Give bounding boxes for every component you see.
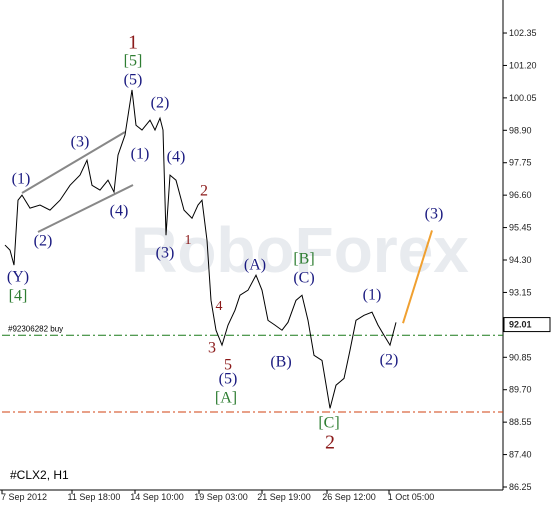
wave-label: (2) <box>151 95 170 112</box>
wave-label: 2 <box>325 432 335 454</box>
wave-label: (1) <box>363 287 382 304</box>
y-tick-label: 87.40 <box>509 450 532 460</box>
y-tick-label: 95.45 <box>509 223 532 233</box>
projection-line <box>402 230 433 324</box>
x-tick-label: 19 Sep 03:00 <box>194 492 248 502</box>
y-tick-label: 88.55 <box>509 417 532 427</box>
chart-title: #CLX2, H1 <box>10 468 69 482</box>
price-box-label: 92.01 <box>509 320 532 330</box>
watermark: RoboForex <box>131 214 469 286</box>
wave-label: [C] <box>318 415 339 432</box>
wave-label: 1 <box>128 32 138 54</box>
wave-label: 4 <box>216 299 223 314</box>
y-tick-label: 98.90 <box>509 125 532 135</box>
x-tick-label: 11 Sep 18:00 <box>68 492 121 502</box>
wave-label: (2) <box>34 233 53 250</box>
wave-label: (C) <box>293 270 314 287</box>
x-tick-label: 1 Oct 05:00 <box>388 492 435 502</box>
y-tick-label: 90.85 <box>509 352 532 362</box>
channel-line <box>21 131 126 194</box>
wave-label: (1) <box>12 171 31 188</box>
wave-label: [A] <box>215 390 237 407</box>
y-tick-label: 89.70 <box>509 385 532 395</box>
x-tick-label: 26 Sep 12:00 <box>322 492 376 502</box>
wave-label: (5) <box>219 371 238 388</box>
wave-label: (3) <box>156 245 175 262</box>
y-tick-label: 102.35 <box>509 28 537 38</box>
wave-label: (B) <box>270 354 291 371</box>
wave-label: 1 <box>185 233 192 248</box>
price-box <box>503 317 551 333</box>
y-tick-label: 94.30 <box>509 255 532 265</box>
wave-label: [B] <box>293 251 314 268</box>
wave-label: 5 <box>224 357 232 374</box>
wave-label: (2) <box>380 352 399 369</box>
y-tick-label: 101.20 <box>509 60 537 70</box>
wave-label: (3) <box>71 134 90 151</box>
wave-label: (4) <box>167 149 186 166</box>
wave-label: (Y) <box>7 269 29 286</box>
y-tick-label: 93.15 <box>509 287 532 297</box>
y-tick-label: 96.60 <box>509 190 532 200</box>
y-tick-label: 97.75 <box>509 158 532 168</box>
price-line <box>4 89 397 409</box>
wave-label: (1) <box>131 146 150 163</box>
y-tick-label: 86.25 <box>509 482 532 492</box>
wave-label: 3 <box>208 340 216 357</box>
wave-label: 2 <box>200 183 208 200</box>
level-label: #92306282 buy <box>8 324 63 333</box>
x-tick-label: 14 Sep 10:00 <box>130 492 184 502</box>
wave-label: [4] <box>9 288 28 305</box>
wave-label: (5) <box>124 72 143 89</box>
channel-line <box>37 184 134 233</box>
wave-label: (A) <box>244 257 266 274</box>
wave-label: (4) <box>110 203 129 220</box>
x-tick-label: 21 Sep 19:00 <box>257 492 311 502</box>
x-tick-label: 7 Sep 2012 <box>1 492 47 502</box>
wave-label: [5] <box>124 53 143 70</box>
wave-label: (3) <box>425 206 444 223</box>
y-tick-label: 100.05 <box>509 93 537 103</box>
